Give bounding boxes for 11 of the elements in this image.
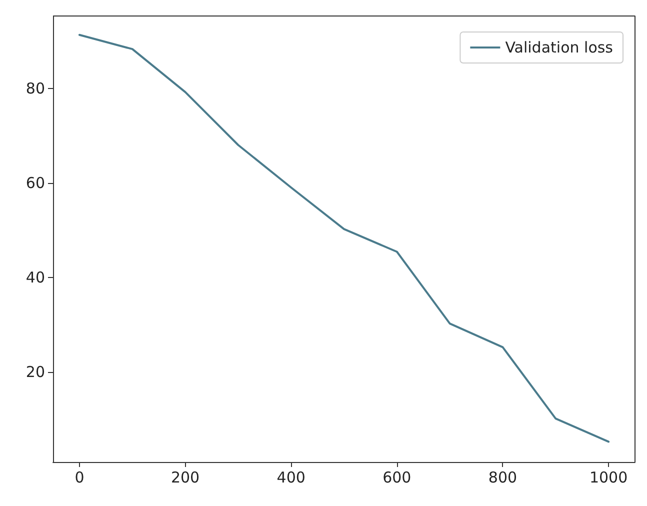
y-tick-label: 40: [26, 268, 45, 286]
y-tick-label: 60: [26, 174, 45, 192]
y-tick-label: 20: [26, 362, 45, 381]
x-tick-label: 800: [488, 468, 518, 486]
x-tick-label: 1000: [589, 468, 628, 486]
x-tick-label: 0: [74, 468, 84, 486]
legend-label: Validation loss: [505, 38, 614, 56]
x-tick-label: 400: [276, 468, 306, 486]
x-tick-label: 600: [382, 468, 412, 486]
x-tick-label: 200: [170, 468, 200, 486]
y-tick-label: 80: [26, 79, 45, 98]
